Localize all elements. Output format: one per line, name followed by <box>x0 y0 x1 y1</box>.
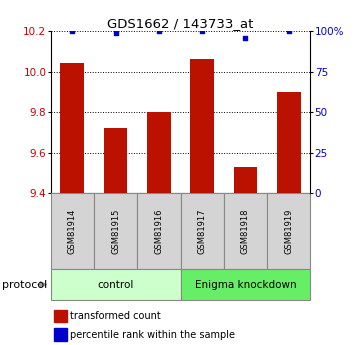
Text: percentile rank within the sample: percentile rank within the sample <box>70 330 235 339</box>
Bar <box>180 269 310 300</box>
Bar <box>190 59 214 193</box>
Bar <box>54 328 67 341</box>
Bar <box>51 193 94 269</box>
Text: protocol: protocol <box>2 280 47 289</box>
Bar <box>104 128 127 193</box>
Text: control: control <box>97 280 134 289</box>
Bar <box>94 193 137 269</box>
Point <box>69 28 75 34</box>
Bar <box>277 92 301 193</box>
Point <box>113 30 118 36</box>
Text: GSM81918: GSM81918 <box>241 208 250 254</box>
Point <box>243 35 248 40</box>
Bar <box>234 167 257 193</box>
Text: transformed count: transformed count <box>70 311 161 321</box>
Bar <box>51 269 180 300</box>
Bar <box>267 193 310 269</box>
Title: GDS1662 / 143733_at: GDS1662 / 143733_at <box>107 17 254 30</box>
Bar <box>224 193 267 269</box>
Text: GSM81915: GSM81915 <box>111 208 120 254</box>
Text: GSM81914: GSM81914 <box>68 208 77 254</box>
Point <box>156 28 162 34</box>
Bar <box>180 193 224 269</box>
Text: GSM81916: GSM81916 <box>155 208 163 254</box>
Point <box>199 28 205 34</box>
Bar <box>137 193 180 269</box>
Bar <box>147 112 171 193</box>
Text: Enigma knockdown: Enigma knockdown <box>195 280 296 289</box>
Text: GSM81917: GSM81917 <box>198 208 206 254</box>
Bar <box>54 310 67 322</box>
Bar <box>60 63 84 193</box>
Text: GSM81919: GSM81919 <box>284 208 293 254</box>
Point <box>286 28 292 34</box>
